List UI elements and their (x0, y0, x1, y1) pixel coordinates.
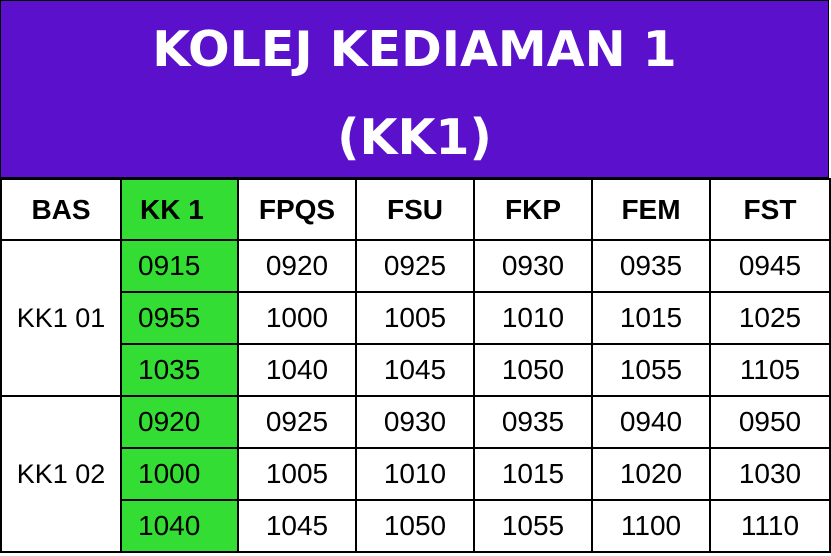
title-banner: KOLEJ KEDIAMAN 1 (KK1) (0, 0, 829, 178)
time-cell: 0950 (709, 395, 831, 449)
table-row: 1040 1045 1050 1055 1100 1110 (1, 499, 831, 553)
header-fem: FEM (591, 178, 711, 241)
time-cell: 0930 (355, 395, 475, 449)
table-row: 1035 1040 1045 1050 1055 1105 (1, 343, 831, 397)
time-cell: 1055 (473, 499, 593, 553)
banner-title: KOLEJ KEDIAMAN 1 (152, 21, 677, 78)
table-row: 0955 1000 1005 1010 1015 1025 (1, 291, 831, 345)
header-kk1: KK 1 (120, 178, 239, 241)
table-row: KK1 01 0915 0920 0925 0930 0935 0945 (0, 239, 831, 397)
time-cell: 1040 (237, 343, 357, 397)
header-bas: BAS (0, 178, 122, 241)
time-cell-kk1: 0915 (120, 239, 239, 293)
header-fkp: FKP (473, 178, 593, 241)
time-cell: 0920 (237, 239, 357, 293)
header-fsu: FSU (355, 178, 475, 241)
time-cell: 1105 (709, 343, 831, 397)
header-fst: FST (709, 178, 831, 241)
time-cell: 1045 (355, 343, 475, 397)
time-cell: 1055 (591, 343, 711, 397)
time-cell: 1100 (591, 499, 711, 553)
time-cell-kk1: 0955 (120, 291, 239, 345)
time-cell: 1010 (473, 291, 593, 345)
time-cell: 1110 (709, 499, 831, 553)
time-cell: 1005 (355, 291, 475, 345)
time-cell: 1045 (237, 499, 357, 553)
time-cell: 0925 (237, 395, 357, 449)
time-cell: 1020 (591, 447, 711, 501)
time-cell: 0935 (473, 395, 593, 449)
time-cell-kk1: 1000 (120, 447, 239, 501)
time-cell: 1025 (709, 291, 831, 345)
time-cell: 0930 (473, 239, 593, 293)
table-row: 1000 1005 1010 1015 1020 1030 (1, 447, 831, 501)
table-row: KK1 02 0920 0925 0930 0935 0940 0950 (0, 395, 831, 553)
time-cell-kk1: 1040 (120, 499, 239, 553)
time-cell: 1015 (591, 291, 711, 345)
bus-schedule-table: BAS KK 1 FPQS FSU FKP FEM FST KK1 01 091… (0, 178, 831, 553)
banner-subtitle: (KK1) (337, 109, 492, 166)
time-cell: 1010 (355, 447, 475, 501)
time-cell-kk1: 1035 (120, 343, 239, 397)
time-cell-kk1: 0920 (120, 395, 239, 449)
time-cell: 1015 (473, 447, 593, 501)
time-cell: 0940 (591, 395, 711, 449)
header-row: BAS KK 1 FPQS FSU FKP FEM FST (0, 178, 831, 241)
header-fpqs: FPQS (237, 178, 357, 241)
time-cell: 0935 (591, 239, 711, 293)
bus-label: KK1 02 (0, 395, 122, 553)
time-cell: 0945 (709, 239, 831, 293)
time-cell: 1000 (237, 291, 357, 345)
time-cell: 1030 (709, 447, 831, 501)
bus-label: KK1 01 (0, 239, 122, 397)
time-cell: 0925 (355, 239, 475, 293)
time-cell: 1050 (355, 499, 475, 553)
time-cell: 1005 (237, 447, 357, 501)
time-cell: 1050 (473, 343, 593, 397)
